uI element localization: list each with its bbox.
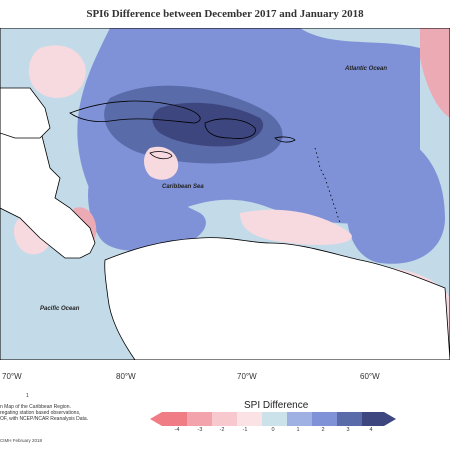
legend-tick-neg4: -4 bbox=[174, 427, 180, 433]
anomaly-zone-blue-deep bbox=[152, 102, 264, 147]
legend-tick-neg3: -3 bbox=[197, 427, 203, 433]
legend-swatch-pos2 bbox=[312, 412, 337, 426]
legend-swatch-pos4 bbox=[362, 412, 384, 426]
legend-tick-pos2: 2 bbox=[321, 427, 325, 433]
legend-title: SPI Difference bbox=[244, 400, 309, 411]
lon-label-west-edge: 70°W bbox=[2, 372, 22, 381]
land-yucatan bbox=[0, 87, 51, 139]
lon-label-60w: 60°W bbox=[360, 372, 380, 381]
note-line-1: n Map of the Caribbean Region. bbox=[0, 404, 71, 410]
caribbean-sea-label: Caribbean Sea bbox=[162, 184, 204, 190]
legend-swatch-pos3 bbox=[337, 412, 362, 426]
lon-label-80w: 80°W bbox=[116, 372, 136, 381]
footer-credit: CIMH February 2018 bbox=[0, 438, 43, 443]
pacific-ocean-label: Pacific Ocean bbox=[40, 306, 80, 312]
land-puerto-rico bbox=[274, 136, 296, 143]
legend-tick-neg2: -2 bbox=[219, 427, 225, 433]
legend-swatch-neg3 bbox=[187, 412, 212, 426]
legend-tick-zero: 0 bbox=[271, 427, 275, 433]
legend-arrow-right bbox=[384, 412, 396, 426]
legend-arrow-left bbox=[150, 412, 162, 426]
land-hispaniola bbox=[204, 118, 256, 139]
note-line-2: regating station based observations, bbox=[0, 410, 81, 416]
legend-swatch-pos1 bbox=[287, 412, 312, 426]
lon-label-70w: 70°W bbox=[237, 372, 257, 381]
legend-swatch-zero bbox=[262, 412, 287, 426]
legend-colorbar bbox=[150, 412, 396, 426]
anomaly-zone-blue-east bbox=[346, 128, 445, 264]
land-central-america bbox=[0, 122, 96, 259]
marker-label: 1 bbox=[26, 393, 29, 399]
legend-swatch-neg4 bbox=[162, 412, 187, 426]
anomaly-zone-pink-ne bbox=[420, 28, 450, 118]
land-jamaica bbox=[149, 151, 173, 160]
land-cuba bbox=[69, 100, 201, 124]
land-south-america bbox=[104, 237, 450, 360]
caribbean-map: Atlantic Ocean Caribbean Sea Pacific Oce… bbox=[0, 28, 450, 360]
atlantic-ocean-label: Atlantic Ocean bbox=[344, 66, 387, 72]
anomaly-zone-pink-nw bbox=[28, 45, 86, 98]
land-lesser-antilles bbox=[314, 147, 341, 224]
anomaly-zone-blue-south bbox=[88, 178, 206, 251]
legend-tick-pos4: 4 bbox=[369, 427, 373, 433]
legend-swatch-neg1 bbox=[237, 412, 262, 426]
map-title: SPI6 Difference between December 2017 an… bbox=[86, 8, 364, 20]
legend-tick-pos3: 3 bbox=[346, 427, 350, 433]
legend-swatch-neg2 bbox=[212, 412, 237, 426]
legend-tick-neg1: -1 bbox=[242, 427, 248, 433]
note-line-3: OF, with NCEP/NCAR Reanalysis Data. bbox=[0, 416, 89, 422]
anomaly-zone-pink-venezuela bbox=[240, 209, 352, 245]
legend-tick-pos1: 1 bbox=[296, 427, 300, 433]
